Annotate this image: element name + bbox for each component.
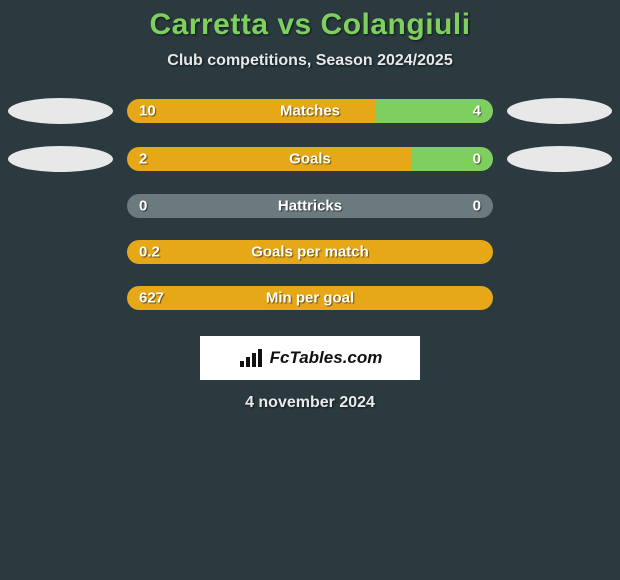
logo-text: FcTables.com xyxy=(270,348,383,368)
subtitle: Club competitions, Season 2024/2025 xyxy=(0,52,620,70)
stat-row-hattricks: 0 Hattricks 0 xyxy=(8,194,612,218)
metric-label: Hattricks xyxy=(278,198,342,215)
metric-label: Goals per match xyxy=(251,244,369,261)
stat-row-goals: 2 Goals 0 xyxy=(8,146,612,172)
page-title: Carretta vs Colangiuli xyxy=(0,8,620,42)
bar-track-goals: 2 Goals 0 xyxy=(127,147,493,171)
value-left: 627 xyxy=(139,290,164,307)
stats-rows: 10 Matches 4 2 Goals 0 0 Hattricks xyxy=(0,98,620,310)
date-text: 4 november 2024 xyxy=(0,394,620,412)
value-right: 0 xyxy=(473,151,481,168)
bar-track-gpm: 0.2 Goals per match xyxy=(127,240,493,264)
bar-track-mpg: 627 Min per goal xyxy=(127,286,493,310)
bar-track-hattricks: 0 Hattricks 0 xyxy=(127,194,493,218)
bar-left xyxy=(127,147,412,171)
value-right: 4 xyxy=(473,103,481,120)
value-left: 10 xyxy=(139,103,156,120)
player-left-oval xyxy=(8,146,113,172)
player-left-oval xyxy=(8,98,113,124)
value-left: 0.2 xyxy=(139,244,160,261)
fctables-logo[interactable]: FcTables.com xyxy=(200,336,420,380)
value-right: 0 xyxy=(473,198,481,215)
stat-row-gpm: 0.2 Goals per match xyxy=(8,240,612,264)
chart-container: Carretta vs Colangiuli Club competitions… xyxy=(0,0,620,412)
value-left: 0 xyxy=(139,198,147,215)
value-left: 2 xyxy=(139,151,147,168)
stat-row-matches: 10 Matches 4 xyxy=(8,98,612,124)
player-right-oval xyxy=(507,98,612,124)
player-right-oval xyxy=(507,146,612,172)
metric-label: Min per goal xyxy=(266,290,354,307)
bar-chart-icon xyxy=(238,347,264,369)
bar-track-matches: 10 Matches 4 xyxy=(127,99,493,123)
metric-label: Goals xyxy=(289,151,331,168)
metric-label: Matches xyxy=(280,103,340,120)
stat-row-mpg: 627 Min per goal xyxy=(8,286,612,310)
